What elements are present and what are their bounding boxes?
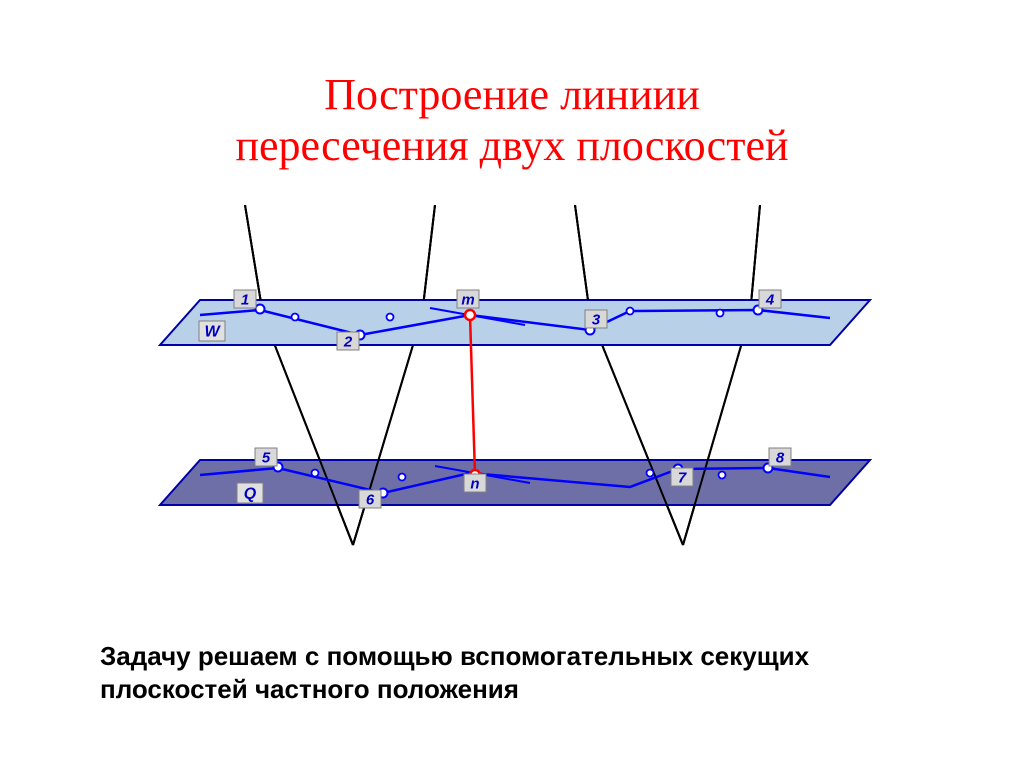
svg-text:4: 4 bbox=[765, 291, 775, 308]
svg-text:W: W bbox=[204, 324, 221, 341]
svg-text:3: 3 bbox=[592, 311, 601, 328]
svg-text:7: 7 bbox=[678, 469, 687, 486]
svg-text:Q: Q bbox=[244, 486, 257, 503]
slide-caption: Задачу решаем с помощью вспомогательных … bbox=[100, 640, 920, 705]
svg-text:6: 6 bbox=[366, 491, 375, 508]
svg-text:2: 2 bbox=[343, 333, 353, 350]
svg-text:5: 5 bbox=[262, 449, 271, 466]
title-line-2: пересечения двух плоскостей bbox=[0, 121, 1024, 172]
svg-text:m: m bbox=[461, 291, 474, 308]
geometry-diagram: 1 2 3 4 5 6 7 8 m n W Q bbox=[130, 205, 890, 630]
svg-text:n: n bbox=[470, 475, 479, 492]
svg-text:1: 1 bbox=[241, 291, 249, 308]
title-line-1: Построение линиии bbox=[0, 70, 1024, 121]
svg-text:8: 8 bbox=[776, 449, 785, 466]
slide-title: Построение линиии пересечения двух плоск… bbox=[0, 70, 1024, 171]
